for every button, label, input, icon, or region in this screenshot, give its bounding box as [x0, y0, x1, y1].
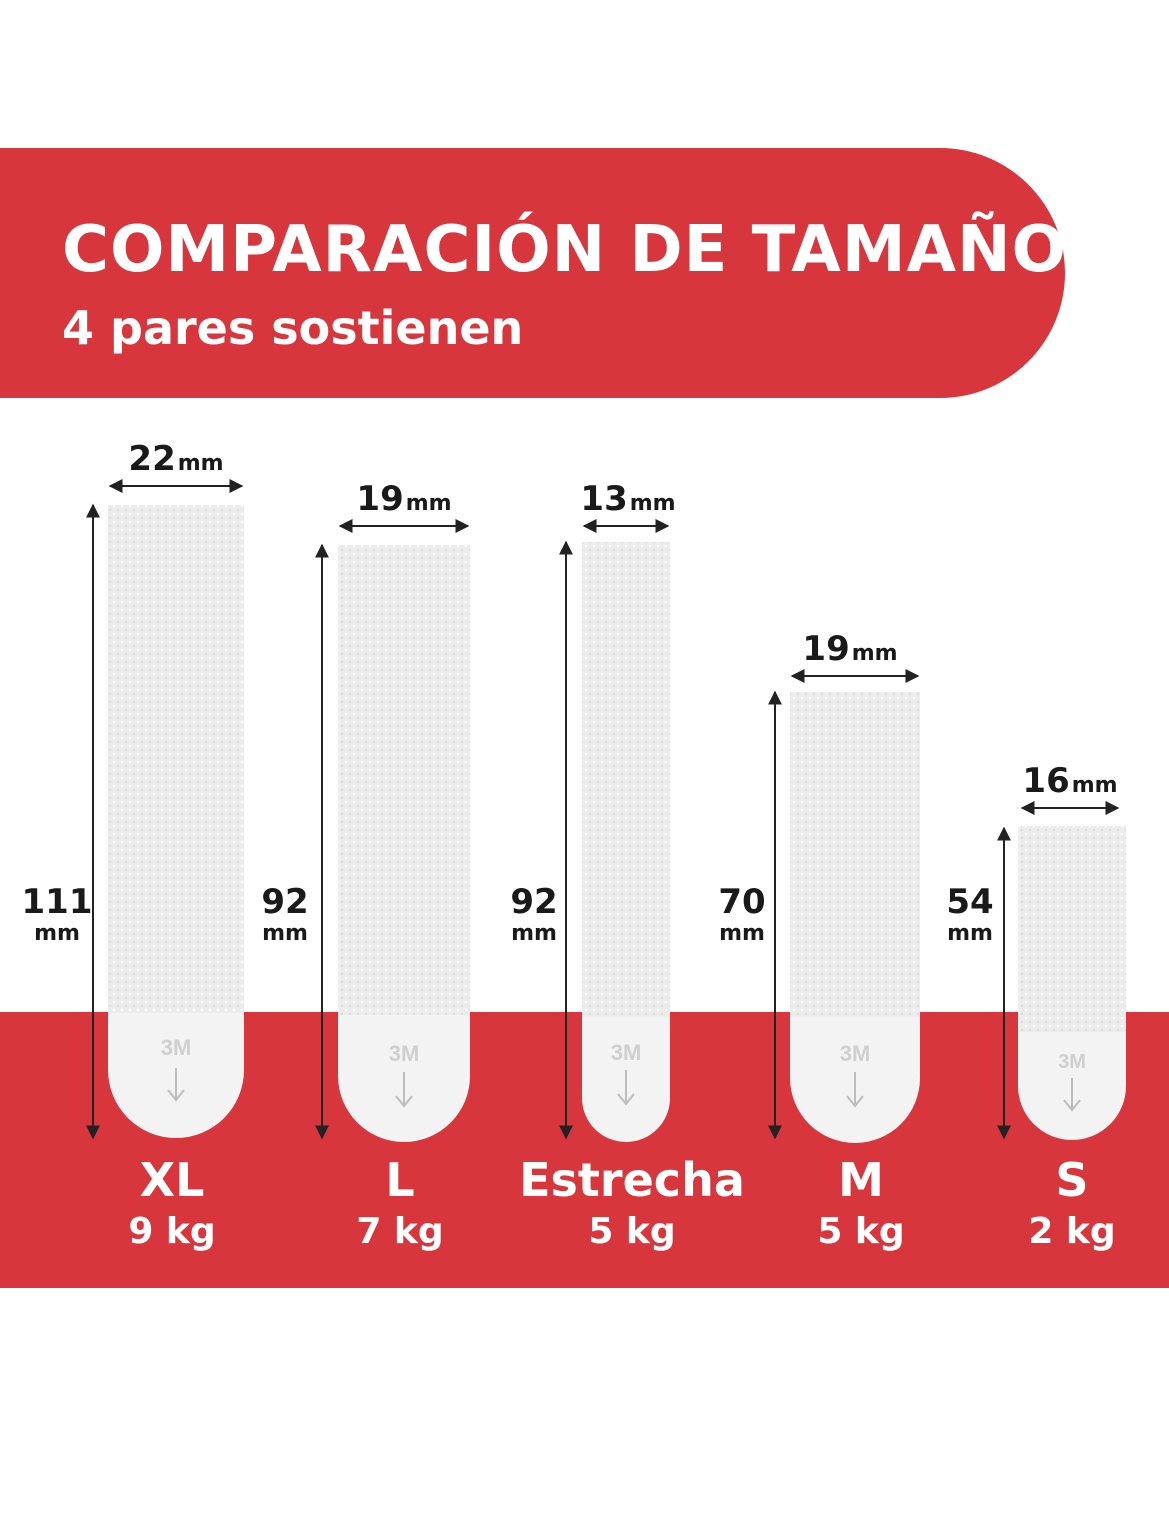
strip-xl-weight: 9 kg	[128, 1211, 216, 1252]
strip-l-weight: 7 kg	[356, 1211, 444, 1252]
strip-xl-arrow-icon	[167, 1068, 185, 1102]
page-title: COMPARACIÓN DE TAMAÑOS	[62, 213, 1115, 287]
strip-m-weight: 5 kg	[817, 1211, 905, 1252]
strip-l-width-label: 19mm	[356, 479, 452, 519]
strip-estrecha-width-label: 13mm	[580, 479, 676, 519]
strip-xl: 3M	[86, 479, 244, 1140]
strip-estrecha-weight: 5 kg	[588, 1211, 676, 1252]
strip-s-arrow-icon	[1063, 1078, 1081, 1112]
strip-s-logo: 3M	[1058, 1051, 1086, 1073]
strip-s-height-label: 54 mm	[946, 882, 994, 946]
strip-estrecha: 3M	[559, 519, 670, 1142]
strip-m-arrow-icon	[846, 1072, 864, 1108]
strip-m-name: M	[838, 1153, 884, 1207]
strip-estrecha-name: Estrecha	[519, 1153, 745, 1207]
strip-xl-logo: 3M	[161, 1035, 192, 1060]
strip-m-texture	[790, 692, 920, 1017]
strip-l-name: L	[385, 1153, 415, 1207]
strip-l: 3M	[315, 519, 470, 1142]
strip-xl-name: XL	[139, 1153, 205, 1207]
strip-l-arrow-icon	[395, 1072, 413, 1108]
strip-estrecha-texture	[582, 542, 670, 1017]
strip-estrecha-logo: 3M	[611, 1040, 642, 1065]
strip-s-width-label: 16mm	[1022, 761, 1118, 801]
strip-m-height-label: 70 mm	[718, 882, 766, 946]
strip-s-texture	[1018, 826, 1126, 1032]
strip-l-logo: 3M	[389, 1041, 420, 1066]
strip-estrecha-arrow-icon	[617, 1070, 635, 1106]
strip-estrecha-height-label: 92 mm	[510, 882, 558, 946]
header-banner	[0, 148, 1065, 398]
strip-xl-texture	[108, 505, 244, 1013]
strip-xl-width-label: 22mm	[128, 439, 224, 479]
strip-m-logo: 3M	[840, 1041, 871, 1066]
strip-l-height-label: 92 mm	[261, 882, 309, 946]
strip-s-name: S	[1055, 1153, 1089, 1207]
strip-s: 3M	[997, 801, 1126, 1140]
strip-l-texture	[338, 545, 470, 1015]
strip-m-width-label: 19mm	[802, 629, 898, 669]
page-subtitle: 4 pares sostienen	[62, 301, 524, 355]
strip-xl-height-label: 111 mm	[21, 882, 93, 946]
strip-s-weight: 2 kg	[1028, 1211, 1116, 1252]
strip-m: 3M	[768, 669, 920, 1143]
